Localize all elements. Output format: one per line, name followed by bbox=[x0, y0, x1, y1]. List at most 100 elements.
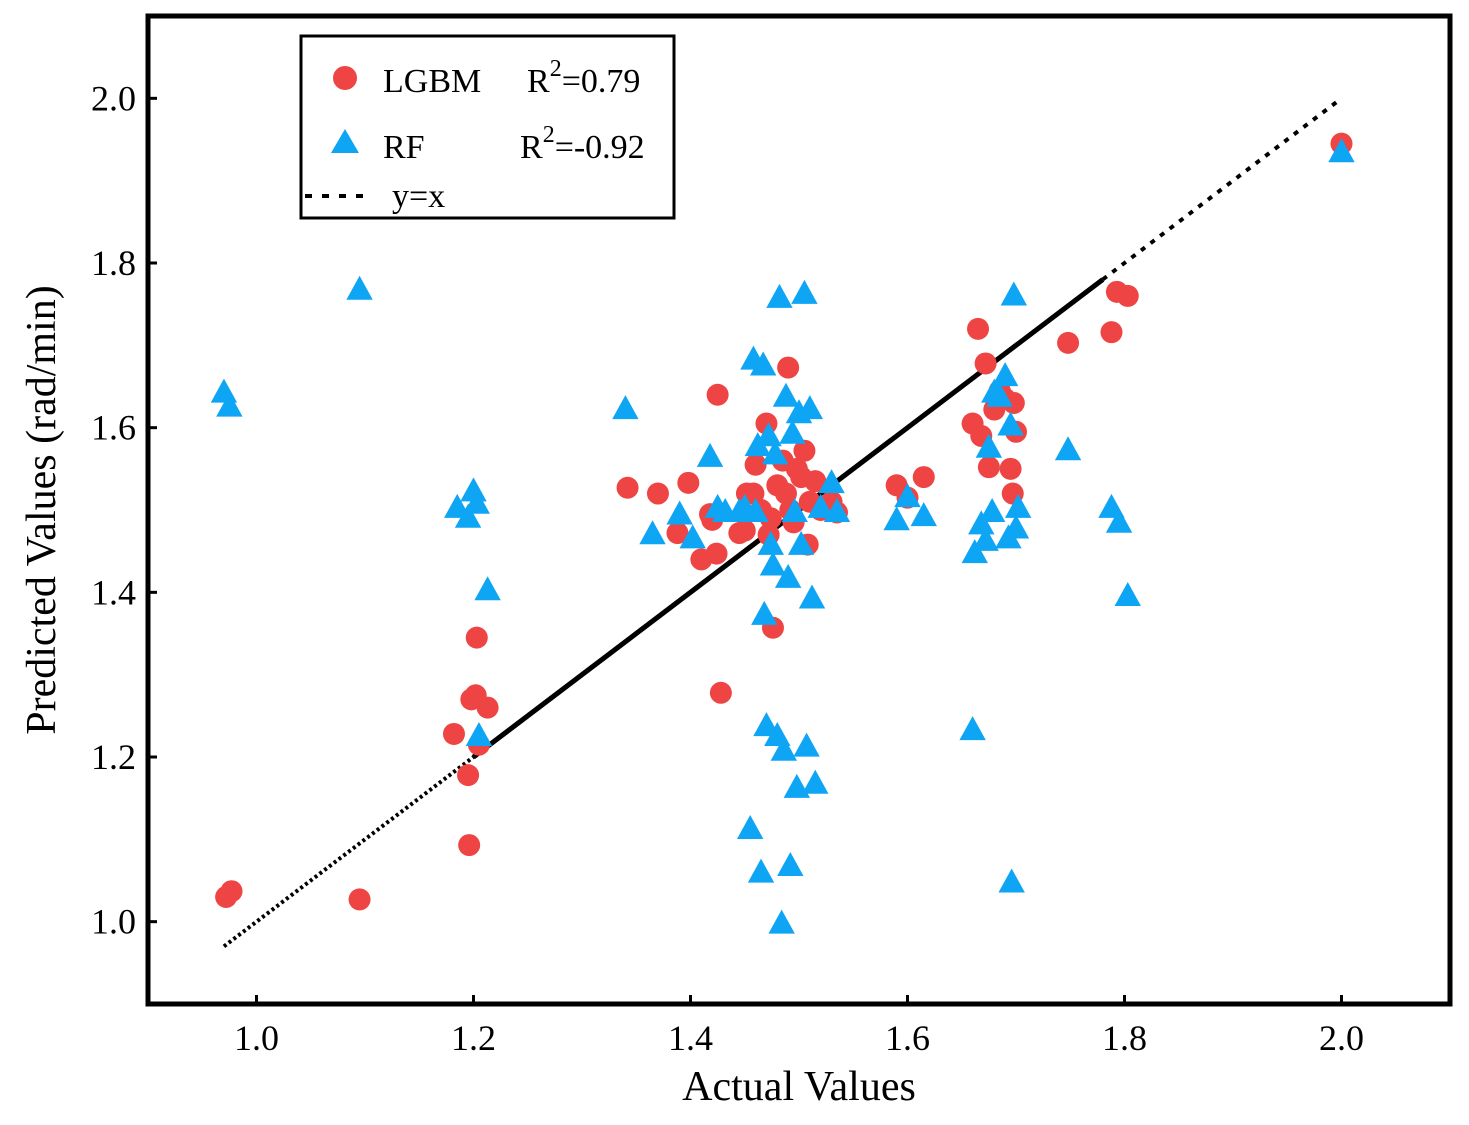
rf-point bbox=[793, 732, 820, 757]
rf-point bbox=[783, 773, 811, 798]
legend-lgbm-marker bbox=[333, 66, 357, 90]
y-tick-label: 1.6 bbox=[91, 408, 136, 448]
lgbm-point bbox=[616, 476, 639, 499]
lgbm-point bbox=[977, 456, 1000, 479]
lgbm-point bbox=[804, 470, 827, 493]
series-rf bbox=[210, 138, 1355, 934]
lgbm-point bbox=[742, 482, 765, 505]
y-tick-label: 2.0 bbox=[91, 78, 136, 118]
rf-point bbox=[612, 395, 639, 420]
lgbm-point bbox=[759, 507, 782, 530]
rf-point bbox=[1105, 508, 1133, 533]
rf-point bbox=[968, 510, 995, 535]
lgbm-point bbox=[458, 834, 481, 857]
rf-point bbox=[1054, 436, 1082, 461]
rf-point bbox=[757, 530, 784, 555]
x-axis-title: Actual Values bbox=[682, 1064, 916, 1110]
lgbm-point bbox=[1002, 391, 1025, 414]
lgbm-point bbox=[1100, 321, 1123, 344]
legend-rf-stat: R2=-0.92 bbox=[520, 122, 645, 166]
rf-point bbox=[768, 909, 795, 934]
lgbm-point bbox=[774, 482, 797, 505]
lgbm-point bbox=[442, 722, 465, 745]
x-tick-label: 1.4 bbox=[668, 1018, 713, 1058]
rf-point bbox=[802, 769, 829, 794]
rf-point bbox=[975, 433, 1003, 458]
lgbm-point bbox=[1057, 331, 1080, 354]
lgbm-point bbox=[476, 696, 499, 719]
rf-point bbox=[770, 736, 798, 761]
rf-point bbox=[1000, 281, 1028, 306]
rf-point bbox=[749, 351, 777, 376]
rf-point bbox=[1328, 138, 1355, 163]
rf-point bbox=[755, 422, 782, 447]
rf-point bbox=[772, 382, 800, 407]
y-axis: 1.0 1.2 1.4 1.6 1.8 2.0 bbox=[91, 78, 157, 942]
rf-point bbox=[986, 382, 1013, 407]
lgbm-point bbox=[220, 880, 243, 903]
y-tick-label: 1.2 bbox=[91, 737, 136, 777]
rf-point bbox=[807, 493, 834, 518]
legend-rf-marker bbox=[331, 129, 359, 153]
rf-point bbox=[465, 721, 493, 746]
rf-point bbox=[972, 526, 999, 551]
rf-point bbox=[774, 563, 802, 588]
lgbm-point bbox=[744, 453, 767, 476]
rf-point bbox=[742, 498, 769, 522]
lgbm-point bbox=[348, 888, 371, 911]
rf-point bbox=[978, 498, 1006, 522]
rf-point bbox=[666, 500, 693, 525]
rf-point bbox=[961, 539, 988, 564]
lgbm-point bbox=[912, 466, 935, 489]
lgbm-point bbox=[465, 626, 488, 649]
rf-point bbox=[454, 503, 482, 528]
rf-point bbox=[959, 716, 986, 741]
legend-lgbm-stat: R2=0.79 bbox=[527, 56, 640, 100]
rf-point bbox=[1114, 581, 1141, 606]
rf-point bbox=[1002, 514, 1030, 539]
legend: LGBM R2=0.79 RF R2=-0.92 y=x bbox=[299, 34, 676, 220]
rf-point bbox=[883, 506, 910, 531]
rf-point bbox=[759, 551, 787, 576]
lgbm-point bbox=[646, 482, 669, 505]
lgbm-point bbox=[457, 764, 480, 787]
rf-point bbox=[766, 283, 793, 308]
rf-point bbox=[751, 600, 778, 625]
plot-frame bbox=[145, 13, 1453, 1007]
x-tick-label: 1.6 bbox=[885, 1018, 930, 1058]
x-tick-label: 1.0 bbox=[234, 1018, 279, 1058]
lgbm-point bbox=[793, 439, 816, 462]
rf-point bbox=[796, 395, 824, 420]
lgbm-point bbox=[1116, 284, 1139, 307]
lgbm-point bbox=[706, 383, 729, 406]
rf-point bbox=[894, 483, 921, 508]
legend-yx-label: y=x bbox=[392, 178, 445, 215]
rf-point bbox=[818, 469, 845, 494]
rf-point bbox=[736, 814, 764, 839]
lgbm-point bbox=[974, 352, 997, 375]
rf-point bbox=[781, 498, 808, 522]
rf-point bbox=[1004, 493, 1032, 518]
y-tick-label: 1.4 bbox=[91, 572, 136, 612]
rf-point bbox=[474, 576, 501, 601]
rf-point bbox=[791, 279, 818, 304]
lgbm-point bbox=[733, 519, 756, 542]
legend-rf-label: RF bbox=[383, 129, 425, 166]
rf-point bbox=[216, 392, 243, 417]
rf-point bbox=[696, 442, 724, 467]
rf-point bbox=[761, 440, 789, 465]
x-tick-label: 2.0 bbox=[1319, 1018, 1364, 1058]
rf-point bbox=[991, 362, 1019, 387]
lgbm-point bbox=[967, 317, 990, 340]
rf-point bbox=[210, 378, 238, 403]
y-axis-title: Predicted Values (rad/min) bbox=[19, 285, 65, 734]
lgbm-point bbox=[666, 522, 689, 545]
rf-point bbox=[463, 489, 490, 514]
reference-line-upper bbox=[1101, 96, 1343, 282]
rf-point bbox=[460, 477, 487, 502]
lgbm-point bbox=[709, 681, 732, 704]
plot-area bbox=[210, 96, 1355, 948]
lgbm-point bbox=[677, 471, 700, 494]
legend-lgbm-label: LGBM bbox=[383, 63, 481, 100]
